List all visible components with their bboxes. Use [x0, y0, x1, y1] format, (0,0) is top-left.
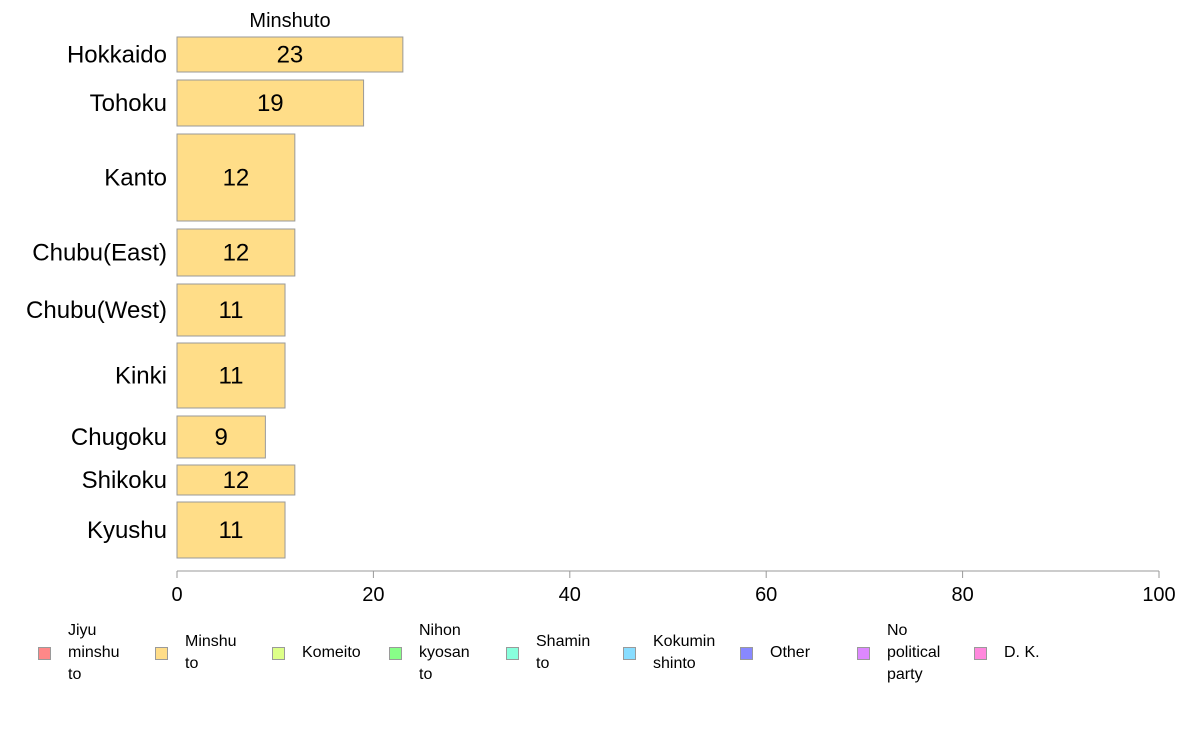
legend-label: Shamin to — [536, 633, 591, 672]
legend-item: Kokumin shinto — [623, 620, 715, 686]
legend-item: Nihon kyosan to — [389, 620, 470, 686]
bar — [176, 228, 296, 277]
category-label: Hokkaido — [67, 42, 167, 69]
bar-value-label: 11 — [219, 517, 244, 544]
legend-swatch — [506, 646, 519, 660]
bar — [176, 342, 286, 409]
category-label: Tohoku — [90, 90, 167, 117]
bar-value-label: 23 — [277, 42, 304, 69]
legend-label: Jiyu minshu to — [68, 622, 120, 683]
legend-label: Other — [770, 644, 811, 661]
legend-swatch — [623, 646, 636, 660]
legend-item: Other — [740, 620, 810, 686]
legend-item: Shamin to — [506, 620, 590, 686]
bar-value-label: 9 — [215, 424, 228, 451]
legend-swatch — [740, 646, 753, 660]
category-label: Chubu(West) — [26, 297, 167, 324]
legend-item: D. K. — [974, 620, 1040, 686]
legend-swatch — [155, 646, 168, 660]
legend-item: Komeito — [272, 620, 361, 686]
x-tick-label: 0 — [171, 584, 182, 606]
legend-label: Minshu to — [185, 633, 237, 672]
bar — [176, 415, 266, 459]
bar-value-label: 12 — [223, 467, 250, 494]
legend-item: Jiyu minshu to — [38, 620, 120, 686]
legend-label: Kokumin shinto — [653, 633, 716, 672]
legend: Jiyu minshu to Minshu to Komeito Nihon kyos… — [38, 620, 1178, 690]
category-label: Kanto — [104, 165, 167, 192]
bar — [176, 464, 296, 496]
category-label: Chugoku — [71, 424, 167, 451]
bar — [176, 36, 404, 73]
x-tick-label: 100 — [1142, 584, 1175, 606]
bar — [176, 133, 296, 222]
legend-label: D. K. — [1004, 644, 1040, 661]
bar-value-label: 12 — [223, 165, 250, 192]
legend-label: No political party — [887, 622, 941, 683]
bar-value-label: 12 — [223, 240, 250, 267]
legend-swatch — [857, 646, 870, 660]
legend-item: No political party — [857, 620, 940, 686]
x-tick-label: 80 — [951, 584, 973, 606]
category-label: Shikoku — [82, 467, 167, 494]
legend-swatch — [272, 646, 285, 660]
x-axis: 0 20 40 60 80 100 — [171, 570, 1176, 606]
legend-swatch — [974, 646, 987, 660]
bar — [176, 79, 365, 127]
x-tick-label: 60 — [755, 584, 777, 606]
x-tick-label: 20 — [362, 584, 384, 606]
category-label: Kinki — [115, 363, 167, 390]
bar-value-label: 11 — [219, 297, 244, 324]
legend-item: Minshu to — [155, 620, 237, 686]
legend-swatch — [38, 646, 51, 660]
legend-label: Komeito — [302, 644, 361, 661]
x-tick-label: 40 — [559, 584, 581, 606]
legend-swatch — [389, 646, 402, 660]
legend-label: Nihon kyosan to — [419, 622, 470, 683]
bar — [176, 501, 286, 559]
category-label: Chubu(East) — [32, 240, 167, 267]
bar-value-label: 19 — [257, 90, 284, 117]
bar-value-label: 11 — [219, 363, 244, 390]
bar — [176, 283, 286, 337]
category-label: Kyushu — [87, 517, 167, 544]
chart-title: Minshuto — [249, 10, 330, 32]
bars: 23 Hokkaido 19 Tohoku 12 Kanto 12 Chubu(East) 11… — [26, 36, 404, 559]
